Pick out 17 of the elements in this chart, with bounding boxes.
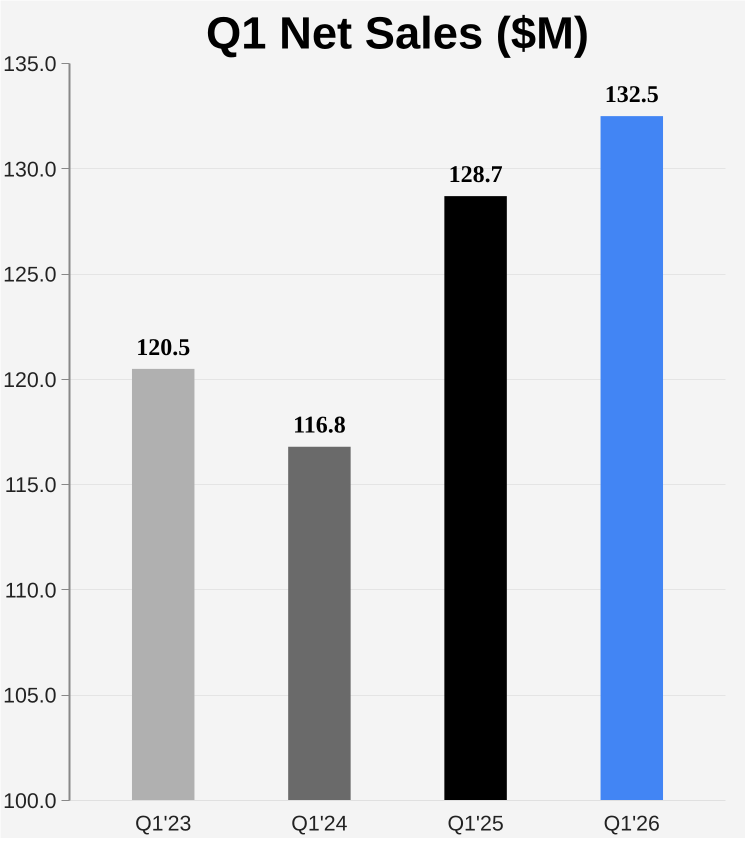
x-tick-label: Q1'23	[135, 812, 192, 836]
y-tick-label: 100.0	[3, 789, 57, 813]
data-label: 116.8	[293, 412, 346, 439]
y-tick-label: 115.0	[4, 473, 57, 498]
y-tick-label: 105.0	[3, 684, 57, 708]
x-tick-label: Q1'24	[291, 812, 348, 836]
y-tick-label: 120.0	[3, 368, 57, 392]
y-tick-label: 110.0	[4, 578, 57, 602]
x-tick-label: Q1'26	[604, 812, 660, 836]
y-tick-label: 135.0	[3, 52, 57, 76]
y-tick-label: 125.0	[3, 262, 57, 287]
data-label: 128.7	[448, 162, 503, 188]
x-tick-label: Q1'25	[447, 812, 504, 836]
data-label: 132.5	[604, 82, 659, 108]
data-label: 120.5	[136, 334, 190, 361]
y-tick-label: 130.0	[3, 157, 57, 182]
chart-title: Q1 Net Sales ($M)	[206, 8, 589, 58]
